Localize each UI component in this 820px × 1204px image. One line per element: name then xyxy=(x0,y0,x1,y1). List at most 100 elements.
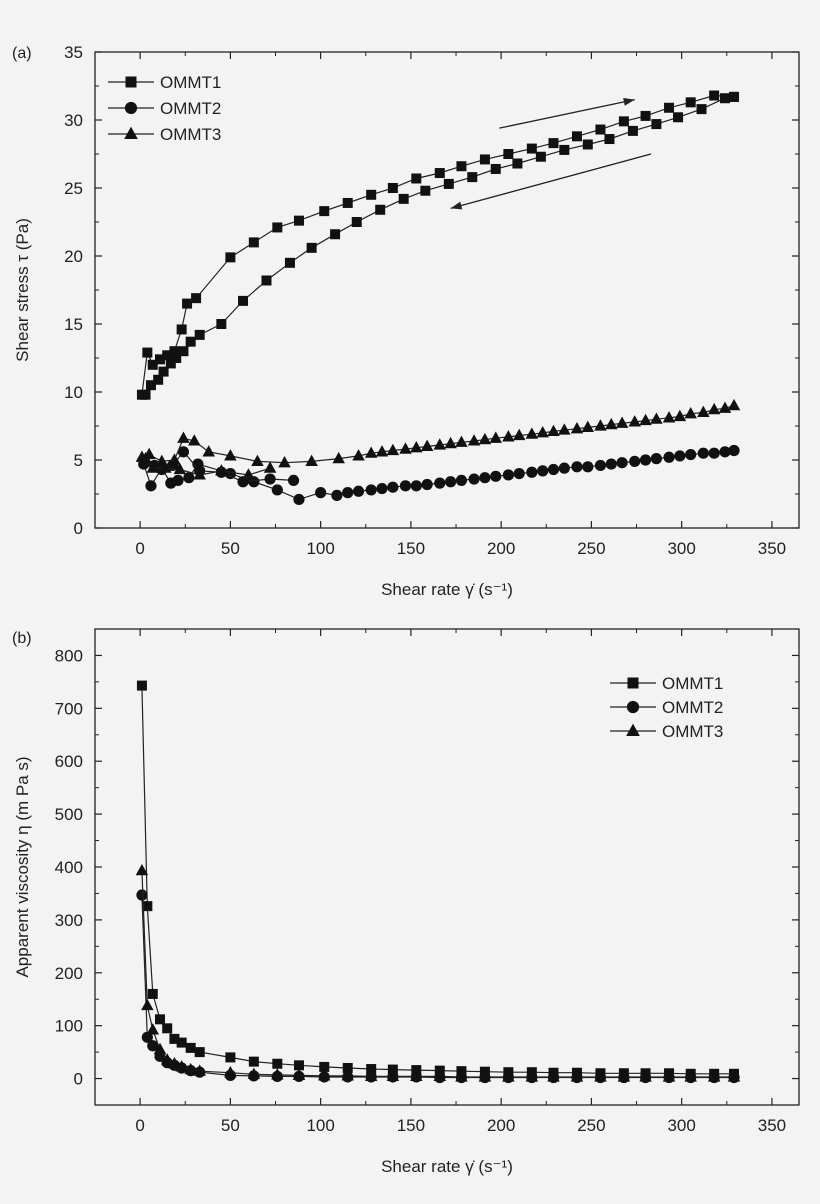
data-point xyxy=(605,458,617,470)
data-point xyxy=(287,474,300,486)
data-point xyxy=(558,462,570,474)
data-point xyxy=(707,402,721,415)
data-point xyxy=(387,183,398,193)
data-point xyxy=(177,446,190,458)
data-point xyxy=(306,242,317,253)
data-point xyxy=(165,358,176,369)
data-point xyxy=(292,1068,306,1080)
legend-item-ommt3: OMMT3 xyxy=(610,722,723,741)
data-point xyxy=(293,1060,304,1071)
data-point xyxy=(191,293,202,304)
data-point xyxy=(410,480,422,492)
data-point xyxy=(628,415,641,427)
data-point xyxy=(319,206,330,217)
data-point xyxy=(147,359,158,370)
data-point xyxy=(386,1069,400,1082)
data-point xyxy=(548,138,559,149)
data-point xyxy=(162,1023,173,1034)
data-point xyxy=(193,468,206,480)
data-point xyxy=(664,102,675,113)
data-point xyxy=(571,461,583,473)
data-point xyxy=(263,461,277,473)
data-point xyxy=(719,93,730,104)
data-point xyxy=(673,409,687,422)
y-tick-label: 700 xyxy=(55,699,83,718)
data-point xyxy=(433,438,447,450)
y-tick-label: 300 xyxy=(55,911,83,930)
data-point xyxy=(727,398,741,411)
legend-marker xyxy=(626,723,640,737)
data-point xyxy=(411,173,422,184)
series-line xyxy=(141,894,734,1079)
x-tick-label: 350 xyxy=(758,539,786,558)
data-point xyxy=(136,889,148,901)
data-point xyxy=(184,1062,197,1075)
legend: OMMT1 OMMT2 OMMT3 xyxy=(108,73,221,144)
data-point xyxy=(169,1033,180,1044)
legend-item-ommt2: OMMT2 xyxy=(108,99,221,118)
data-point xyxy=(331,489,343,501)
data-point xyxy=(225,1052,236,1063)
legend-label: OMMT1 xyxy=(160,73,221,92)
legend-item-ommt3: OMMT3 xyxy=(108,125,221,144)
data-point xyxy=(216,319,227,329)
panel-b: (b) 0 50 100 150 200 250 300 350 0 100 200 300 400 500… xyxy=(12,628,800,1176)
data-point xyxy=(455,474,468,486)
data-point xyxy=(305,454,318,466)
data-point xyxy=(727,1070,741,1082)
series-line xyxy=(144,96,735,396)
y-tick-label: 200 xyxy=(55,964,83,983)
data-point xyxy=(154,354,165,365)
data-point xyxy=(616,457,628,469)
data-point xyxy=(173,462,187,475)
data-point xyxy=(582,139,593,150)
data-point xyxy=(147,988,158,999)
y-tick-label: 500 xyxy=(55,805,83,824)
legend-label: OMMT1 xyxy=(662,674,723,693)
data-point xyxy=(651,119,662,130)
data-point xyxy=(729,91,740,102)
data-point xyxy=(185,1042,196,1053)
data-point xyxy=(146,1023,160,1035)
data-point xyxy=(171,353,182,363)
data-point xyxy=(147,1040,159,1052)
legend: OMMT1 OMMT2 OMMT3 xyxy=(610,674,723,741)
data-point xyxy=(342,487,354,499)
x-tick-label: 250 xyxy=(577,539,605,558)
x-tick-label: 150 xyxy=(397,539,425,558)
data-point xyxy=(684,407,697,419)
y-tick-label: 100 xyxy=(55,1017,83,1036)
data-point xyxy=(421,478,433,491)
data-point xyxy=(158,366,169,377)
x-tick-label: 350 xyxy=(758,1116,786,1135)
legend-marker xyxy=(626,700,640,714)
data-point xyxy=(153,374,164,385)
data-point xyxy=(594,419,607,431)
data-point xyxy=(684,1070,697,1082)
y-tick-label: 10 xyxy=(64,383,83,402)
data-point xyxy=(594,459,607,472)
data-point xyxy=(662,411,676,423)
data-point xyxy=(536,426,549,438)
data-point xyxy=(535,151,546,162)
data-point xyxy=(478,432,492,445)
data-point xyxy=(526,143,537,154)
data-point xyxy=(352,485,365,497)
legend-label: OMMT3 xyxy=(662,722,723,741)
y-tick-label: 30 xyxy=(64,111,83,130)
data-point xyxy=(375,445,389,457)
data-point xyxy=(278,455,291,468)
data-point xyxy=(627,125,638,136)
series-line xyxy=(141,94,735,395)
x-tick-label: 50 xyxy=(221,1116,240,1135)
series-line xyxy=(141,870,734,1078)
data-point xyxy=(490,163,501,174)
legend-marker xyxy=(125,76,137,88)
data-point xyxy=(168,1056,181,1069)
data-point xyxy=(366,189,377,200)
data-point xyxy=(639,413,652,426)
data-point xyxy=(468,473,480,485)
data-point xyxy=(261,275,272,286)
data-point xyxy=(242,468,255,480)
data-point xyxy=(176,1037,187,1048)
